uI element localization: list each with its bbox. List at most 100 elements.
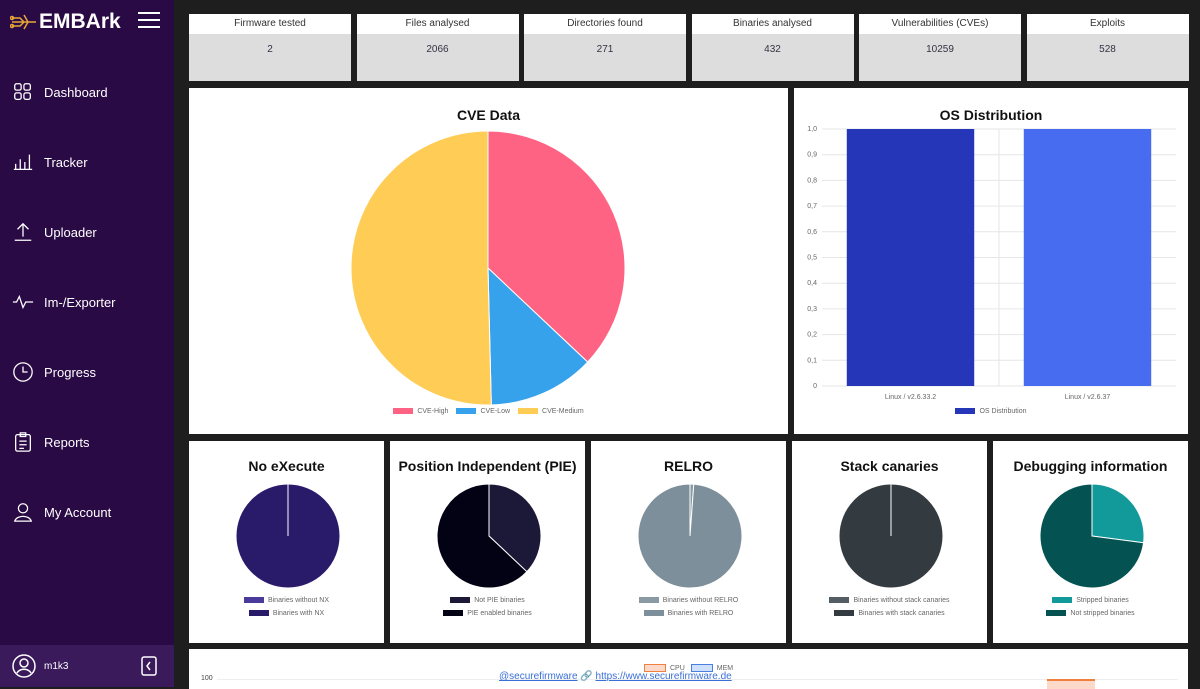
stat-label: Binaries analysed	[691, 14, 854, 34]
y-tick-label: 0,9	[807, 152, 817, 159]
legend-item[interactable]: Not stripped binaries	[993, 607, 1188, 620]
chart-title: Debugging information	[1013, 458, 1168, 474]
sidebar-item-label: Tracker	[44, 154, 88, 170]
legend-item[interactable]: CVE-Low	[456, 408, 510, 415]
y-tick-label: 0,6	[807, 229, 817, 236]
sidebar-item-label: Uploader	[44, 224, 97, 240]
chart-panel-position-independent-pie-: Position Independent (PIE) Not PIE binari…	[390, 441, 585, 643]
user-icon	[13, 503, 33, 522]
stat-value: 2	[267, 44, 273, 55]
chart-title: No eXecute	[248, 458, 325, 474]
clock-icon	[13, 362, 33, 382]
pie-slice-binaries-with-relro[interactable]	[637, 483, 743, 589]
legend-item[interactable]: OS Distribution	[955, 408, 1027, 415]
y-tick: 100	[201, 675, 213, 682]
sidebar-item-im-exporter[interactable]: Im-/Exporter	[0, 282, 174, 322]
website-link[interactable]: https://www.securefirmware.de	[595, 671, 732, 682]
stat-card: Exploits 528	[1026, 14, 1189, 81]
logo[interactable]: EMBArk	[10, 10, 121, 34]
stat-value: 432	[764, 44, 781, 55]
sidebar-item-label: My Account	[44, 504, 112, 520]
sidebar-item-reports[interactable]: Reports	[0, 422, 174, 462]
bar[interactable]	[846, 129, 975, 386]
y-tick-label: 0,4	[807, 280, 817, 287]
brand-name: EMBArk	[39, 10, 121, 33]
y-tick-label: 0,7	[807, 203, 817, 210]
chart-title: Stack canaries	[840, 458, 939, 474]
stat-card: Binaries analysed 432	[691, 14, 854, 81]
legend-item[interactable]: Stripped binaries	[993, 594, 1188, 607]
chart-panel-debugging-information: Debugging information Stripped binaries No…	[993, 441, 1188, 643]
legend-item[interactable]: CVE-Medium	[518, 408, 584, 415]
os-distribution-panel: OS Distribution 0 0,1 0,2 0,3 0,4 0,5 0,6 0,7 0,…	[794, 88, 1188, 434]
sidebar-item-label: Dashboard	[44, 84, 108, 100]
chart-panel-stack-canaries: Stack canaries Binaries without stack can…	[792, 441, 987, 643]
pie-slice-cve-medium[interactable]	[350, 130, 492, 406]
legend-item[interactable]: PIE enabled binaries	[390, 607, 585, 620]
stat-label: Vulnerabilities (CVEs)	[859, 14, 1021, 34]
legend-item[interactable]: Binaries without NX	[189, 594, 384, 607]
hamburger-menu-button[interactable]	[138, 12, 160, 30]
y-tick-label: 0,8	[807, 177, 817, 184]
sidebar-item-my-account[interactable]: My Account	[0, 492, 174, 532]
stat-value: 528	[1099, 44, 1116, 55]
legend-item[interactable]: CVE-High	[393, 408, 448, 415]
sidebar-item-uploader[interactable]: Uploader	[0, 212, 174, 252]
stat-card: Directories found 271	[524, 14, 686, 81]
y-tick-label: 0,5	[807, 255, 817, 262]
pie-slice-cve-high[interactable]	[487, 130, 626, 363]
bar[interactable]	[1023, 129, 1152, 386]
legend-item[interactable]: Not PIE binaries	[390, 594, 585, 607]
cve-data-panel: CVE Data CVE-High CVE-Low CVE-Medium	[189, 88, 788, 434]
grid-icon	[14, 83, 31, 100]
stat-card: Files analysed 2066	[356, 14, 519, 81]
sidebar-item-progress[interactable]: Progress	[0, 352, 174, 392]
legend-item[interactable]: Binaries with NX	[189, 607, 384, 620]
y-tick-label: 0,1	[807, 357, 817, 364]
legend-item[interactable]: Binaries without RELRO	[591, 594, 786, 607]
legend-item[interactable]: Binaries without stack canaries	[792, 594, 987, 607]
sidebar-item-label: Progress	[44, 364, 97, 380]
legend-item[interactable]: Binaries with stack canaries	[792, 607, 987, 620]
pie-slice-not-stripped-binaries[interactable]	[1039, 483, 1145, 589]
pie-slice-not-pie-binaries[interactable]	[488, 483, 542, 573]
upload-icon	[14, 222, 32, 241]
stat-card: Firmware tested 2	[189, 14, 351, 81]
activity-icon	[12, 294, 34, 310]
sidebar-item-label: Reports	[44, 434, 90, 450]
y-tick-label: 1,0	[807, 126, 817, 133]
sidebar-item-tracker[interactable]: Tracker	[0, 142, 174, 182]
stat-value: 10259	[926, 44, 954, 55]
stat-label: Exploits	[1026, 14, 1189, 34]
chart-title: CVE Data	[456, 107, 521, 123]
y-tick-label: 0,3	[807, 306, 817, 313]
stat-value: 2066	[426, 44, 449, 55]
resource-usage-panel: CPU MEM 100 @securefirmware 🔗 https://ww…	[189, 649, 1188, 689]
legend-item[interactable]: Binaries with RELRO	[591, 607, 786, 620]
pie-slice-cve-low[interactable]	[487, 266, 589, 406]
sidebar-item-dashboard[interactable]: Dashboard	[0, 72, 174, 112]
chart-panel-relro: RELRO Binaries without RELRO Binaries with…	[591, 441, 786, 643]
logout-icon[interactable]	[140, 655, 158, 677]
sidebar: EMBArk Dashboard Tracker Uploader Im-/Expor…	[0, 0, 174, 687]
user-bar: m1k3	[0, 645, 174, 687]
chart-title: RELRO	[664, 458, 713, 474]
stat-label: Firmware tested	[189, 14, 351, 34]
y-tick-label: 0,2	[807, 332, 817, 339]
x-tick-label: Linux / v2.6.37	[1065, 394, 1111, 401]
clipboard-icon	[15, 432, 31, 452]
x-tick-label: Linux / v2.6.33.2	[885, 394, 936, 401]
stat-card: Vulnerabilities (CVEs) 10259	[859, 14, 1021, 81]
bar-chart-icon	[13, 154, 33, 170]
pie-slice-pie-enabled-binaries[interactable]	[436, 483, 528, 589]
twitter-link[interactable]: @securefirmware	[499, 671, 578, 682]
chart-title: OS Distribution	[939, 107, 1043, 123]
circuit-logo-icon	[10, 14, 36, 30]
y-tick-label: 0	[813, 383, 817, 390]
chart-panel-no-execute: No eXecute Binaries without NX Binaries wi…	[189, 441, 384, 643]
link-icon: 🔗	[580, 671, 593, 682]
sidebar-item-label: Im-/Exporter	[44, 294, 116, 310]
pie-slice-stripped-binaries[interactable]	[1091, 483, 1145, 544]
user-avatar-icon	[12, 654, 36, 678]
username: m1k3	[44, 660, 69, 672]
